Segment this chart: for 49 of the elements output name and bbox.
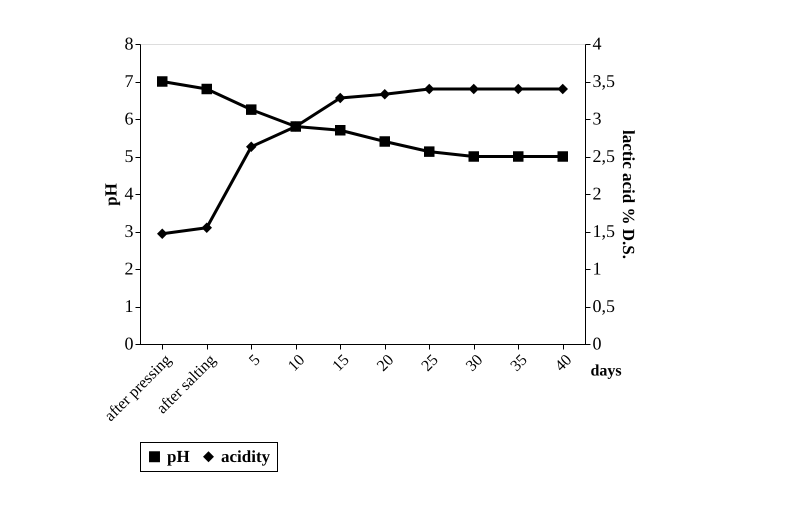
y2-tick-label: 0,5 (592, 296, 615, 316)
point (246, 142, 256, 152)
y-tick-label: 1 (124, 296, 134, 316)
legend-label: acidity (221, 446, 271, 466)
y2-tick-label: 1 (592, 258, 602, 278)
point (202, 222, 212, 233)
y2-axis-title: lactic acid % D.S. (619, 130, 638, 259)
point (468, 84, 479, 94)
x-tick-label: 5 (246, 352, 264, 370)
point (246, 104, 256, 115)
x-tick-label: 20 (374, 352, 398, 375)
y2-tick-label: 2,5 (592, 146, 615, 166)
y2-tick-label: 4 (592, 34, 602, 54)
x-tick-label: 40 (552, 352, 576, 375)
point (380, 89, 390, 100)
x-tick-label: 35 (507, 352, 531, 375)
y2-tick-label: 0 (592, 334, 602, 354)
y-tick-label: 6 (124, 108, 134, 128)
point (335, 125, 346, 136)
point (157, 228, 168, 239)
point (424, 84, 434, 94)
y-axis-title: pH (102, 183, 120, 206)
point (558, 84, 568, 94)
x-tick-label: 25 (418, 352, 442, 375)
y-tick-label: 4 (124, 184, 134, 204)
y2-tick-label: 3 (592, 108, 602, 128)
x-axis-title: days (590, 362, 622, 380)
point (513, 151, 524, 162)
legend-label: pH (167, 446, 190, 466)
x-tick-label: 15 (329, 352, 353, 375)
point (468, 151, 479, 162)
point (558, 151, 568, 162)
y-tick-label: 0 (124, 334, 134, 354)
y-tick-label: 3 (124, 221, 134, 241)
y-tick-label: 7 (124, 71, 134, 91)
point (424, 146, 434, 157)
y-tick-label: 8 (124, 34, 134, 54)
y2-tick-label: 3,5 (592, 71, 615, 91)
y2-tick-label: 1,5 (592, 221, 615, 241)
x-tick-label: 30 (462, 352, 486, 375)
point (380, 136, 390, 147)
point (513, 84, 524, 94)
point (157, 76, 168, 87)
point (202, 84, 212, 94)
point (335, 92, 346, 104)
y-tick-label: 5 (124, 146, 134, 166)
y-tick-label: 2 (124, 258, 134, 278)
x-tick-label: 10 (284, 352, 308, 375)
y2-tick-label: 2 (592, 184, 602, 204)
